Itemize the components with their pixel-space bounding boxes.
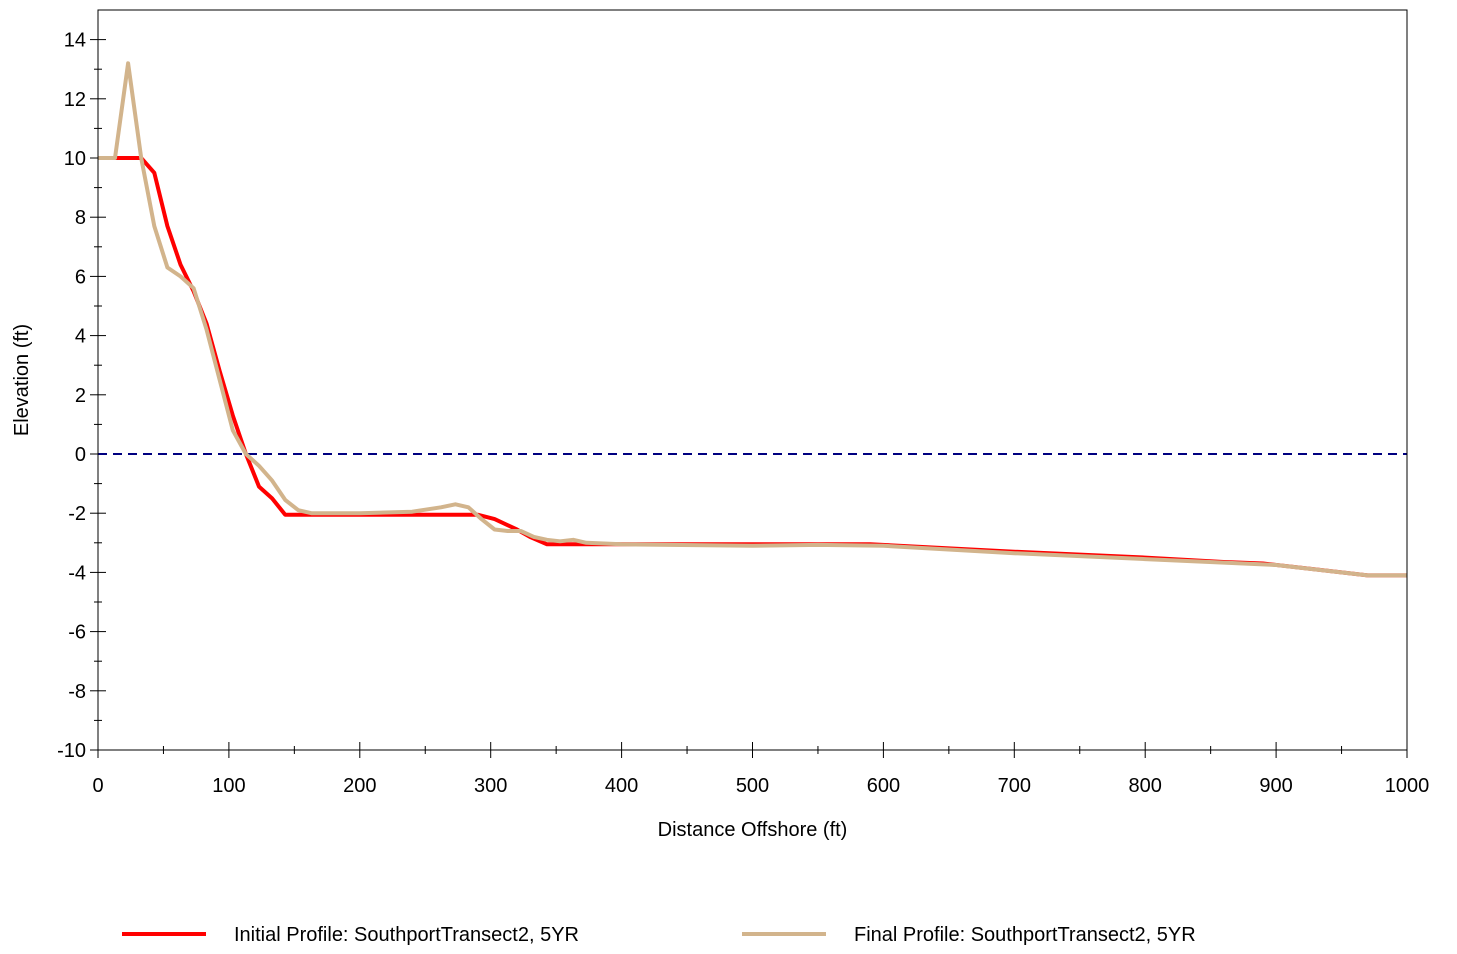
y-tick-label: 6 xyxy=(75,266,86,288)
legend: Initial Profile: SouthportTransect2, 5YR… xyxy=(122,924,1196,946)
x-tick-label: 1000 xyxy=(1385,775,1430,797)
series-layer xyxy=(98,61,1407,578)
y-tick-label: -8 xyxy=(68,681,86,703)
x-tick-label: 100 xyxy=(212,775,245,797)
x-axis-label: Distance Offshore (ft) xyxy=(658,819,848,841)
y-tick-label: 10 xyxy=(64,148,86,170)
x-tick-label: 500 xyxy=(736,775,769,797)
x-tick-label: 0 xyxy=(92,775,103,797)
x-tick-label: 700 xyxy=(998,775,1031,797)
final-profile-line xyxy=(98,61,1407,578)
y-tick-label: 14 xyxy=(64,30,86,52)
x-tick-label: 400 xyxy=(605,775,638,797)
x-tick-label: 600 xyxy=(867,775,900,797)
y-tick-label: 0 xyxy=(75,444,86,466)
y-tick-label: 12 xyxy=(64,89,86,111)
x-tick-label: 800 xyxy=(1129,775,1162,797)
x-tick-label: 300 xyxy=(474,775,507,797)
y-tick-label: -4 xyxy=(68,562,86,584)
y-tick-label: -6 xyxy=(68,622,86,644)
y-tick-label: -10 xyxy=(57,740,86,762)
initial-profile-line xyxy=(98,156,1407,578)
y-tick-label: 8 xyxy=(75,207,86,229)
axis-ticks xyxy=(90,39,1408,758)
tick-labels: 0 100 200 300 400 500 600 700 800 900 1000-10-8-6-… xyxy=(57,30,1429,797)
y-tick-label: 4 xyxy=(75,326,86,348)
y-axis-label: Elevation (ft) xyxy=(11,324,33,436)
x-tick-label: 900 xyxy=(1259,775,1292,797)
legend-label-final-profile: Final Profile: SouthportTransect2, 5YR xyxy=(854,924,1196,946)
plot-area-frame xyxy=(97,9,1408,751)
legend-label-initial-profile: Initial Profile: SouthportTransect2, 5YR xyxy=(234,924,579,946)
y-tick-label: 2 xyxy=(75,385,86,407)
y-tick-label: -2 xyxy=(68,503,86,525)
x-tick-label: 200 xyxy=(343,775,376,797)
